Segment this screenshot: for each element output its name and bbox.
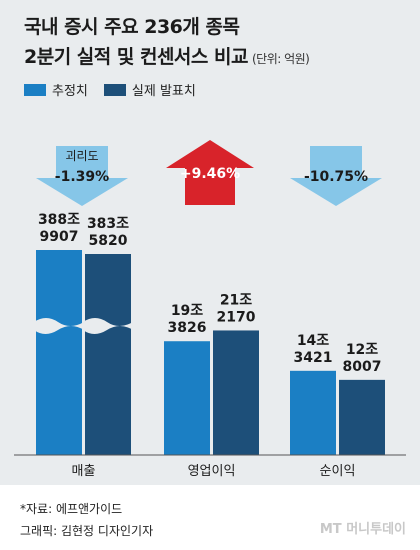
arrow-down-icon-0 <box>36 146 128 206</box>
data-label-0-0-b: 9907 <box>40 229 79 245</box>
title-line2-text: 2분기 실적 및 컨센서스 비교 <box>24 46 248 68</box>
arrow-value-2: -10.75% <box>304 169 368 185</box>
arrow-caption-0: 괴리도 <box>65 149 98 163</box>
data-label-0-1-a: 383조 <box>87 216 129 232</box>
data-label-0-0-a: 388조 <box>38 212 80 228</box>
bar-0-0 <box>36 250 82 455</box>
data-label-2-1-b: 8007 <box>343 359 382 375</box>
graphic-credit: 그래픽: 김현정 디자인기자 <box>20 524 154 538</box>
legend-swatch-estimate <box>24 83 46 96</box>
bar-0-1 <box>85 254 131 455</box>
arrow-value-0: -1.39% <box>55 169 109 185</box>
legend-label-actual: 실제 발표치 <box>131 84 196 99</box>
title-line1: 국내 증시 주요 236개 종목 <box>24 16 240 38</box>
category-label-0: 매출 <box>72 464 96 479</box>
data-label-0-1-b: 5820 <box>89 233 128 249</box>
bar-1-0 <box>164 341 210 455</box>
category-label-2: 순이익 <box>320 464 356 479</box>
unit-label: (단위: 억원) <box>251 52 310 66</box>
legend-swatch-actual <box>103 83 126 96</box>
bar-2-1 <box>339 379 385 455</box>
data-label-2-1-a: 12조 <box>346 342 378 358</box>
bar-1-1 <box>213 330 259 455</box>
data-label-1-1-a: 21조 <box>220 292 252 308</box>
axis-break-0 <box>34 318 84 334</box>
data-label-1-0-a: 19조 <box>171 303 203 319</box>
data-label-2-0-b: 3421 <box>294 350 333 366</box>
arrow-down-icon-2 <box>290 146 382 206</box>
publisher-logo: MT 머니투데이 <box>319 522 406 537</box>
data-label-1-1-b: 2170 <box>217 309 256 325</box>
data-label-1-0-b: 3826 <box>168 320 207 336</box>
legend-label-estimate: 추정치 <box>52 84 88 99</box>
arrow-up-icon-1 <box>166 140 254 205</box>
data-label-2-0-a: 14조 <box>297 333 329 349</box>
legend: 추정치 실제 발표치 <box>24 80 212 99</box>
axis-break-1 <box>83 318 133 334</box>
title-line2: 2분기 실적 및 컨센서스 비교 (단위: 억원) <box>24 42 310 69</box>
bar-2-0 <box>290 370 336 455</box>
arrow-value-1: +9.46% <box>180 166 240 182</box>
category-label-1: 영업이익 <box>188 464 236 479</box>
legend-item-estimate: 추정치 <box>24 80 88 99</box>
source-note: *자료: 에프앤가이드 <box>20 502 123 516</box>
legend-item-actual: 실제 발표치 <box>103 80 196 99</box>
